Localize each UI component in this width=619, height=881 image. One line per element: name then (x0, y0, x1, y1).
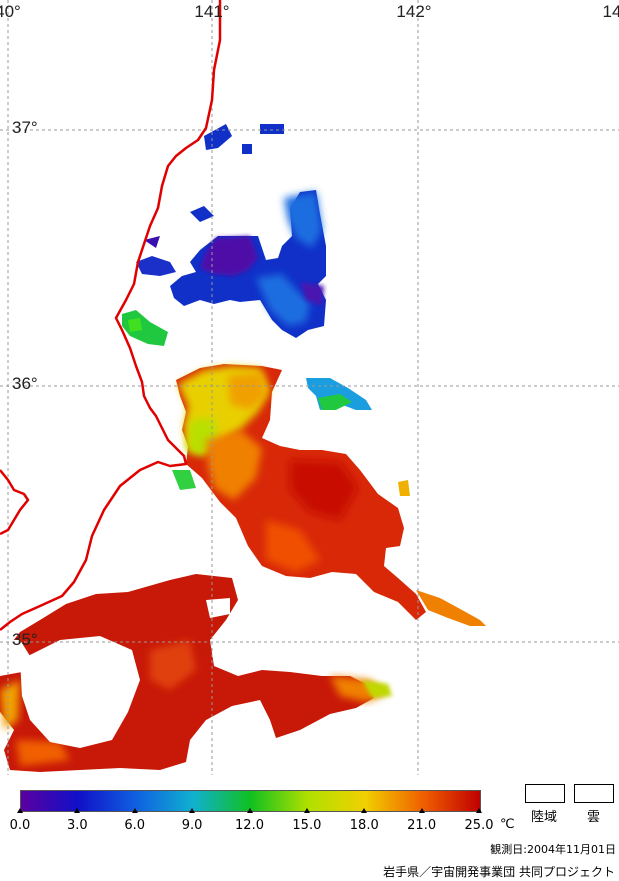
colorbar-tick-mark (303, 808, 310, 813)
cloud-legend-box (574, 784, 614, 803)
colorbar-tick-label: 15.0 (292, 818, 322, 833)
colorbar-tick-mark (131, 808, 138, 813)
sst-patch-middle-warm (172, 364, 426, 620)
colorbar-tick-mark (189, 808, 196, 813)
credit-line: 岩手県／宇宙開発事業団 共同プロジェクト (383, 865, 615, 879)
lon-label-142: 142° (396, 2, 432, 21)
observation-date: 観測日:2004年11月01日 (490, 843, 616, 856)
sst-spot-east (306, 378, 372, 410)
colorbar-tick-mark (476, 808, 482, 813)
sst-patch-north-cold (136, 124, 326, 338)
lat-label-36: 36° (12, 374, 38, 393)
graticule (0, 0, 619, 775)
colorbar-tick-label: 12.0 (235, 818, 264, 833)
lat-label-35: 35° (12, 630, 38, 649)
colorbar-tick-mark (361, 808, 368, 813)
colorbar-tick-mark (246, 808, 253, 813)
lon-label-143: 14 (602, 2, 619, 21)
colorbar-tick-label: 9.0 (181, 818, 203, 833)
land-legend-label: 陸域 (531, 810, 558, 825)
lat-label-37: 37° (12, 118, 38, 137)
land-legend-box (525, 784, 565, 803)
colorbar-tick-mark (418, 808, 425, 813)
colorbar-tick-label: 0.0 (9, 818, 31, 833)
colorbar-tick-label: 3.0 (67, 818, 88, 833)
colorbar-tick-label: 25.0 (464, 818, 494, 833)
colorbar-tick-label: 18.0 (349, 818, 379, 833)
colorbar-tick-label: 21.0 (407, 818, 437, 833)
colorbar-tick-label: 6.0 (124, 818, 146, 833)
cloud-legend-label: 雲 (587, 810, 601, 825)
colorbar-tick-mark (17, 808, 23, 813)
coastline (0, 0, 222, 631)
colorbar-unit: ℃ (500, 817, 515, 832)
lon-label-140: 40° (0, 2, 21, 21)
lon-label-141: 141° (194, 2, 230, 21)
colorbar-tick-mark (74, 808, 81, 813)
sst-spots-green (122, 310, 168, 346)
sst-tail-east (398, 480, 486, 626)
